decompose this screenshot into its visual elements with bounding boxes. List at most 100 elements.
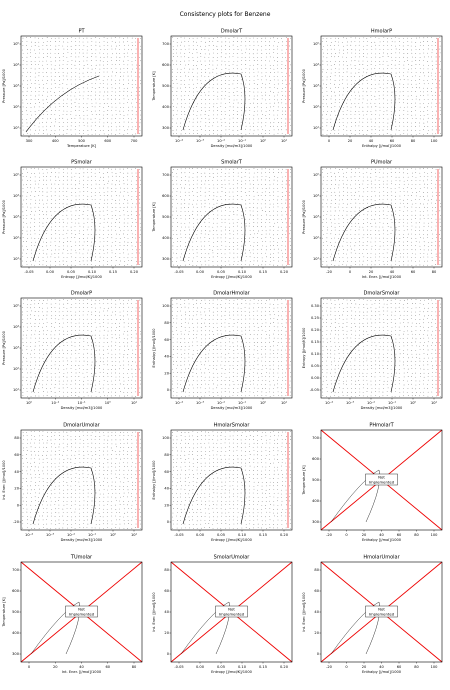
state-point: [103, 53, 104, 54]
state-point: [172, 206, 173, 208]
state-point: [196, 87, 197, 88]
state-point: [403, 249, 405, 251]
state-point: [334, 207, 336, 208]
state-point: [350, 72, 352, 74]
state-point: [38, 372, 40, 373]
state-point: [79, 176, 80, 178]
state-point: [212, 210, 214, 212]
state-point: [379, 191, 380, 193]
state-point: [383, 49, 385, 50]
state-point: [79, 252, 81, 254]
state-point: [30, 184, 32, 185]
state-point: [270, 72, 271, 73]
state-point: [119, 226, 120, 228]
state-point: [86, 87, 88, 89]
state-point: [26, 215, 28, 216]
state-point: [30, 107, 32, 108]
state-point: [435, 103, 437, 104]
state-point: [22, 106, 24, 108]
state-point: [323, 95, 324, 97]
state-point: [435, 129, 437, 131]
state-point: [54, 261, 56, 262]
state-point: [111, 234, 112, 235]
state-point: [265, 222, 266, 223]
state-point: [189, 171, 190, 173]
state-point: [103, 249, 104, 251]
state-point: [439, 94, 440, 96]
state-point: [107, 41, 108, 43]
state-point: [39, 349, 40, 351]
state-point: [289, 199, 290, 200]
state-point: [399, 60, 401, 62]
state-point: [269, 229, 271, 231]
state-point: [27, 303, 28, 305]
state-point: [46, 37, 48, 38]
state-point: [358, 223, 360, 224]
state-point: [391, 41, 393, 42]
state-point: [435, 79, 436, 81]
state-point: [371, 183, 372, 185]
state-point: [326, 114, 327, 115]
state-point: [330, 129, 332, 131]
state-point: [351, 195, 353, 196]
state-point: [184, 261, 186, 263]
state-point: [220, 196, 222, 197]
state-point: [286, 265, 287, 266]
state-point: [180, 52, 181, 54]
state-point: [34, 323, 36, 324]
state-point: [379, 129, 381, 131]
state-point: [95, 41, 97, 43]
state-point: [35, 260, 36, 262]
state-point: [220, 37, 222, 39]
state-point: [335, 87, 336, 88]
state-point: [66, 114, 68, 115]
state-point: [213, 203, 215, 205]
state-point: [212, 265, 214, 266]
state-point: [55, 121, 56, 123]
state-point: [253, 129, 255, 131]
state-point: [435, 52, 437, 54]
state-point: [59, 118, 60, 119]
state-point: [253, 172, 255, 174]
state-point: [233, 214, 235, 215]
state-point: [78, 233, 80, 234]
state-point: [439, 45, 441, 47]
state-point: [27, 80, 28, 82]
state-point: [39, 245, 40, 246]
state-point: [375, 110, 377, 112]
state-point: [428, 102, 429, 104]
state-point: [367, 241, 368, 243]
state-point: [107, 44, 109, 46]
state-point: [261, 234, 263, 235]
state-point: [241, 68, 243, 70]
state-point: [59, 129, 60, 131]
state-point: [95, 249, 96, 250]
state-point: [43, 114, 44, 115]
state-point: [383, 237, 384, 239]
state-point: [378, 95, 380, 97]
state-point: [184, 187, 185, 189]
state-point: [270, 261, 271, 262]
plot-area: [172, 168, 291, 266]
state-point: [362, 121, 364, 123]
state-point: [342, 257, 344, 258]
state-point: [334, 64, 336, 65]
state-point: [375, 195, 376, 197]
state-point: [367, 253, 368, 254]
state-point: [124, 241, 125, 243]
state-point: [197, 56, 199, 58]
state-point: [420, 114, 421, 116]
state-point: [22, 195, 24, 197]
state-point: [354, 218, 356, 219]
state-point: [423, 253, 425, 255]
state-point: [277, 102, 279, 104]
state-point: [399, 183, 400, 185]
state-point: [128, 121, 129, 123]
state-point: [35, 249, 36, 251]
state-point: [415, 72, 417, 73]
state-point: [66, 45, 68, 47]
state-point: [116, 52, 117, 54]
state-point: [435, 122, 437, 123]
state-point: [427, 87, 428, 89]
state-point: [34, 229, 36, 231]
